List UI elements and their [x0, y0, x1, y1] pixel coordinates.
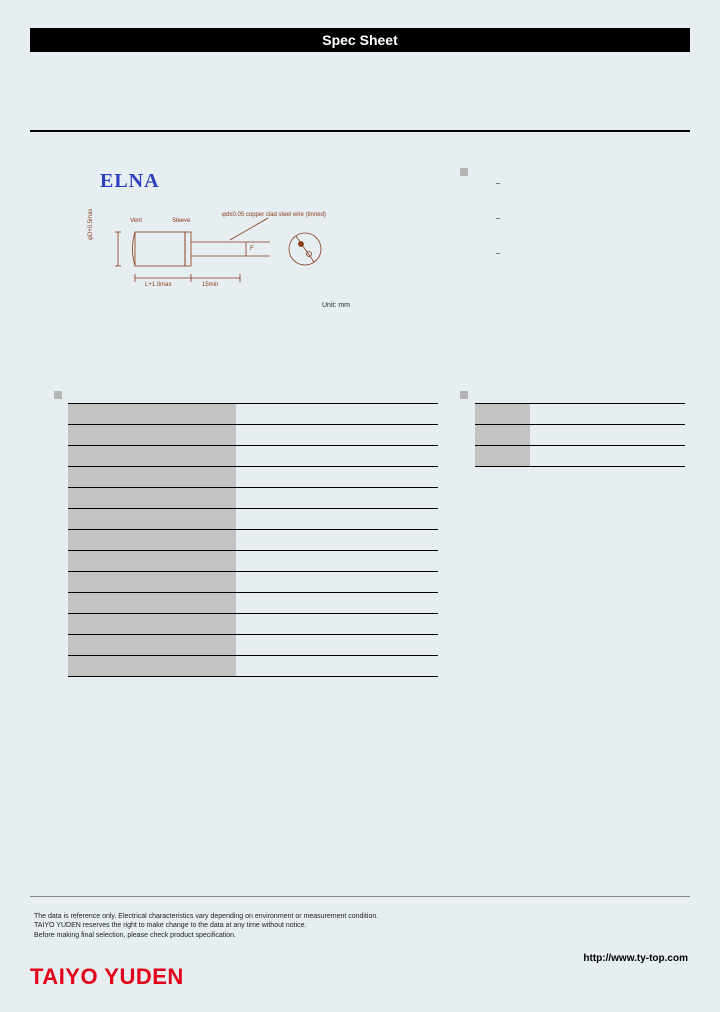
dim-value-cell [530, 425, 685, 446]
spec-value-cell [236, 488, 438, 509]
spec-label-cell [68, 593, 236, 614]
dimensions-table [475, 403, 685, 467]
spec-value-cell [236, 593, 438, 614]
diagram-unit-label: Unit: mm [322, 302, 350, 309]
spec-label-cell [68, 446, 236, 467]
table-row [68, 467, 438, 488]
spec-label-cell [68, 572, 236, 593]
spec-label-cell [68, 404, 236, 425]
disclaimer: The data is reference only. Electrical c… [34, 912, 378, 940]
spec-sheet-title-bar: Spec Sheet [30, 28, 690, 52]
disclaimer-line: Before making final selection, please ch… [34, 931, 378, 940]
spec-value-cell [236, 572, 438, 593]
table-row [68, 614, 438, 635]
table-row [68, 446, 438, 467]
spec-value-cell [236, 614, 438, 635]
spec-value-cell [236, 425, 438, 446]
footer-url: http://www.ty-top.com [583, 953, 688, 964]
dim-label-cell [475, 425, 530, 446]
spec-label-cell [68, 488, 236, 509]
spec-marker [54, 391, 62, 399]
table-row [475, 446, 685, 467]
table-row [68, 551, 438, 572]
feature-item: – [496, 180, 500, 187]
diagram-dim-pitch: F [250, 246, 254, 252]
spec-value-cell [236, 551, 438, 572]
elna-logo: ELNA [100, 170, 160, 193]
divider-top [30, 130, 690, 132]
feature-item: – [496, 250, 500, 257]
diagram-dim-l: L+1.0max [145, 282, 172, 288]
spec-value-cell [236, 404, 438, 425]
feature-item: – [496, 215, 500, 222]
disclaimer-line: TAIYO YUDEN reserves the right to make c… [34, 921, 378, 930]
diagram-label-sleeve: Sleeve [172, 218, 190, 224]
spec-label-cell [68, 425, 236, 446]
divider-bottom [30, 896, 690, 897]
spec-value-cell [236, 656, 438, 677]
spec-value-cell [236, 635, 438, 656]
spec-value-cell [236, 509, 438, 530]
diagram-label-vent: Vent [130, 218, 142, 224]
spec-label-cell [68, 509, 236, 530]
diagram-dim-gap: 15min [202, 282, 218, 288]
spec-label-cell [68, 656, 236, 677]
table-row [68, 593, 438, 614]
spec-label-cell [68, 467, 236, 488]
disclaimer-line: The data is reference only. Electrical c… [34, 912, 378, 921]
spec-table [68, 403, 438, 677]
spec-label-cell [68, 530, 236, 551]
component-diagram: Vent Sleeve φd±0.05 copper clad steel wi… [90, 200, 360, 320]
spec-value-cell [236, 446, 438, 467]
dim-label-cell [475, 404, 530, 425]
spec-label-cell [68, 635, 236, 656]
features-list: – – – [496, 180, 500, 285]
spec-value-cell [236, 467, 438, 488]
spec-value-cell [236, 530, 438, 551]
dimensions-marker [460, 391, 468, 399]
diagram-label-lead: φd±0.05 copper clad steel wire (tinned) [222, 212, 326, 218]
dim-value-cell [530, 446, 685, 467]
dim-value-cell [530, 404, 685, 425]
table-row [68, 572, 438, 593]
table-row [475, 404, 685, 425]
spec-label-cell [68, 614, 236, 635]
table-row [68, 425, 438, 446]
spec-label-cell [68, 551, 236, 572]
table-row [68, 530, 438, 551]
table-row [68, 404, 438, 425]
table-row [68, 509, 438, 530]
table-row [68, 635, 438, 656]
features-marker [460, 168, 468, 176]
diagram-dim-d: φD+0.5max [88, 209, 94, 240]
table-row [475, 425, 685, 446]
table-row [68, 488, 438, 509]
taiyo-yuden-logo: TAIYO YUDEN [30, 964, 184, 990]
table-row [68, 656, 438, 677]
dim-label-cell [475, 446, 530, 467]
